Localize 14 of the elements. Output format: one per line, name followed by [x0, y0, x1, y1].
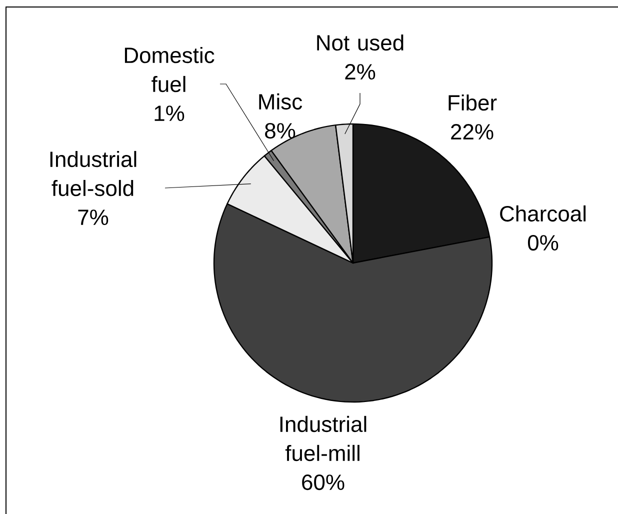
data-label: 60% — [302, 474, 344, 490]
data-label: 7% — [78, 210, 108, 226]
data-label: 2% — [345, 64, 376, 80]
slice-label: Industrial fuel-mill — [280, 416, 366, 462]
slice-label: Domestic fuel — [124, 46, 214, 92]
slice-label: Misc — [259, 93, 302, 110]
slice-label: Fiber — [448, 94, 497, 111]
category-label: Charcoal — [500, 205, 586, 222]
legend-label: Industrial fuel-sold — [50, 150, 136, 196]
data-label: 8% — [265, 122, 296, 139]
data-label: 1% — [154, 106, 184, 122]
text: 0% — [528, 234, 558, 251]
slice-label: Not used — [317, 34, 404, 51]
data-label: 22% — [451, 124, 494, 140]
